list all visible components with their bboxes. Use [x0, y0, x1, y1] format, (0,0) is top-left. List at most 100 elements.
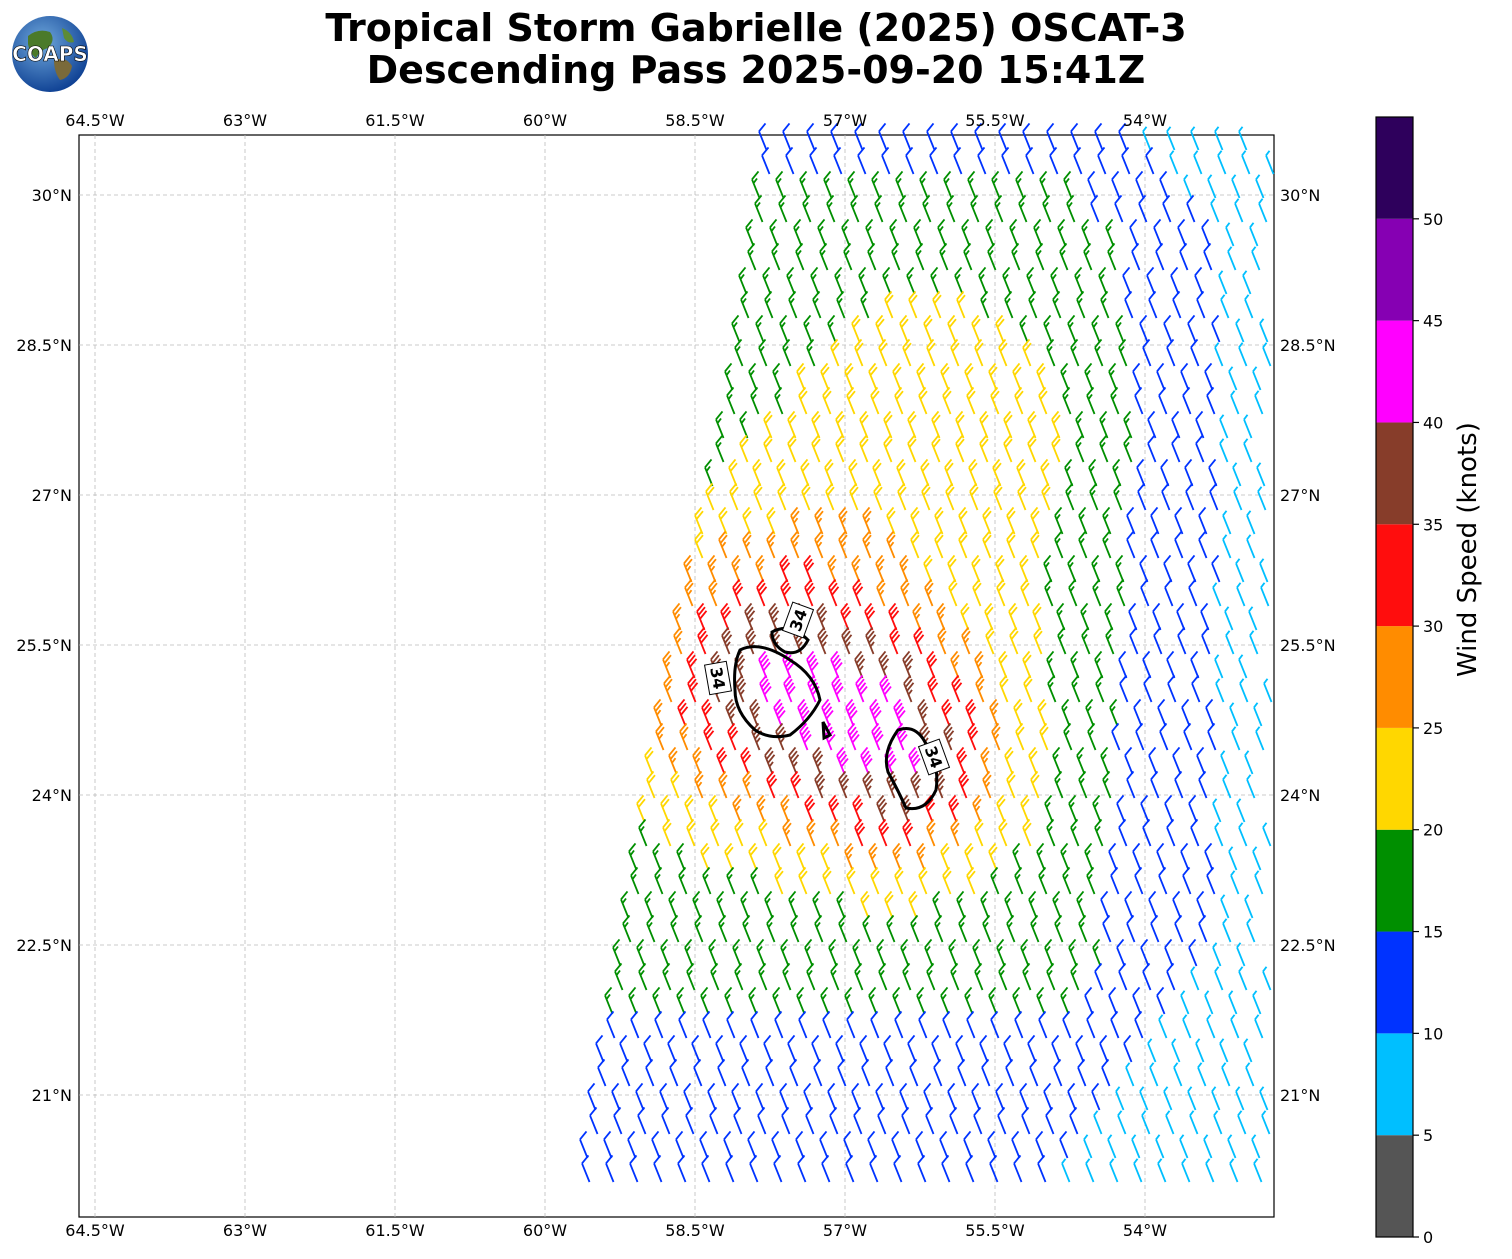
wind-barb: [843, 242, 853, 271]
wind-barb: [774, 386, 784, 415]
wind-barb: [1108, 362, 1118, 391]
wind-barb: [1231, 174, 1241, 199]
wind-barb: [753, 482, 763, 511]
wind-barb: [787, 434, 797, 463]
wind-barb: [833, 146, 843, 175]
wind-barb: [985, 218, 995, 247]
wind-barb: [822, 386, 832, 415]
wind-barb: [1124, 290, 1134, 319]
wind-barb: [896, 458, 906, 487]
wind-barb: [1081, 218, 1091, 247]
wind-barb: [907, 410, 917, 439]
wind-barb: [958, 530, 968, 559]
wind-barb: [1150, 530, 1160, 559]
wind-barb: [1147, 410, 1157, 439]
wind-barb: [1187, 554, 1197, 583]
wind-barb: [1087, 170, 1097, 199]
wind-barb: [739, 434, 749, 463]
wind-barb: [932, 290, 942, 319]
wind-barb: [739, 410, 749, 439]
wind-barb: [862, 506, 872, 535]
wind-barb: [1102, 506, 1112, 535]
colorbar-tick-label: 0: [1423, 1228, 1433, 1247]
wind-barb: [860, 290, 870, 319]
wind-barb: [1161, 482, 1171, 511]
wind-barb: [1210, 198, 1220, 223]
wind-barb: [1206, 386, 1216, 415]
wind-barb: [802, 194, 812, 223]
wind-barb: [1254, 390, 1264, 415]
wind-barb: [1137, 482, 1147, 511]
colorbar-tick-label: 50: [1423, 210, 1443, 229]
wind-barb: [1211, 314, 1221, 343]
wind-barb: [1171, 410, 1181, 439]
wind-barb: [910, 530, 920, 559]
wind-barb: [785, 146, 795, 175]
wind-barb: [827, 314, 837, 343]
wind-barb: [827, 554, 837, 583]
wind-barb: [889, 218, 899, 247]
wind-barb: [1054, 530, 1064, 559]
wind-barb: [1043, 554, 1053, 583]
wind-barb: [1030, 530, 1040, 559]
wind-barb: [862, 530, 872, 559]
wind-barb: [868, 362, 878, 391]
wind-barb: [705, 482, 715, 511]
wind-barb: [1050, 266, 1060, 295]
wind-barb: [870, 386, 880, 415]
wind-barb: [820, 362, 830, 391]
wind-barb: [1091, 314, 1101, 343]
wind-barb: [977, 146, 987, 175]
wind-barb: [857, 146, 867, 175]
wind-barb: [1075, 410, 1085, 439]
wind-barb: [1204, 362, 1214, 391]
wind-barb: [1139, 554, 1149, 583]
wind-barb: [1209, 482, 1219, 511]
wind-barb: [1195, 434, 1205, 463]
wind-barb: [734, 338, 744, 367]
wind-barb: [1015, 170, 1025, 199]
wind-barb: [740, 290, 750, 319]
wind-barb: [817, 218, 827, 247]
wind-barb: [1004, 290, 1014, 319]
wind-barb: [1217, 150, 1227, 175]
wind-barb: [769, 218, 779, 247]
colorbar-tick-label: 20: [1423, 821, 1443, 840]
wind-barb: [886, 506, 896, 535]
wind-barb: [754, 194, 764, 223]
title-line-2: Descending Pass 2025-09-20 15:41Z: [366, 48, 1146, 92]
wind-barb: [1017, 482, 1027, 511]
wind-barb: [728, 458, 738, 487]
wind-barb: [878, 338, 888, 367]
wind-barb: [920, 458, 930, 487]
wind-barb: [1026, 266, 1036, 295]
wind-barb: [1138, 194, 1148, 223]
wind-barb: [1123, 410, 1133, 439]
wind-barb: [1086, 386, 1096, 415]
wind-barb: [851, 554, 861, 583]
wind-barb: [1198, 506, 1208, 535]
colorbar-ticks: 0 5 10 15 20 25 30 35 40 45 50: [1413, 210, 1443, 1247]
wind-barb: [1078, 530, 1088, 559]
wind-barb: [979, 410, 989, 439]
wind-barb: [974, 338, 984, 367]
wind-barb: [1051, 410, 1061, 439]
colorbar-bin: [1376, 727, 1413, 830]
wind-barb: [1208, 458, 1218, 487]
wind-barb: [1222, 510, 1232, 535]
wind-barb: [1186, 194, 1196, 223]
wind-barb: [967, 170, 977, 199]
colorbar-bins: [1375, 116, 1414, 1238]
wind-barb: [939, 242, 949, 271]
wind-barb: [1207, 174, 1217, 199]
wind-barb: [1242, 270, 1252, 295]
wind-barb: [1265, 150, 1275, 175]
wind-barb: [1255, 174, 1265, 199]
wind-barb: [1166, 338, 1176, 367]
wind-barb: [715, 434, 725, 463]
wind-barb: [1009, 218, 1019, 247]
wind-barb: [897, 482, 907, 511]
wind-barb: [1113, 482, 1123, 511]
wind-barb: [854, 122, 864, 151]
wind-barb: [1019, 314, 1029, 343]
